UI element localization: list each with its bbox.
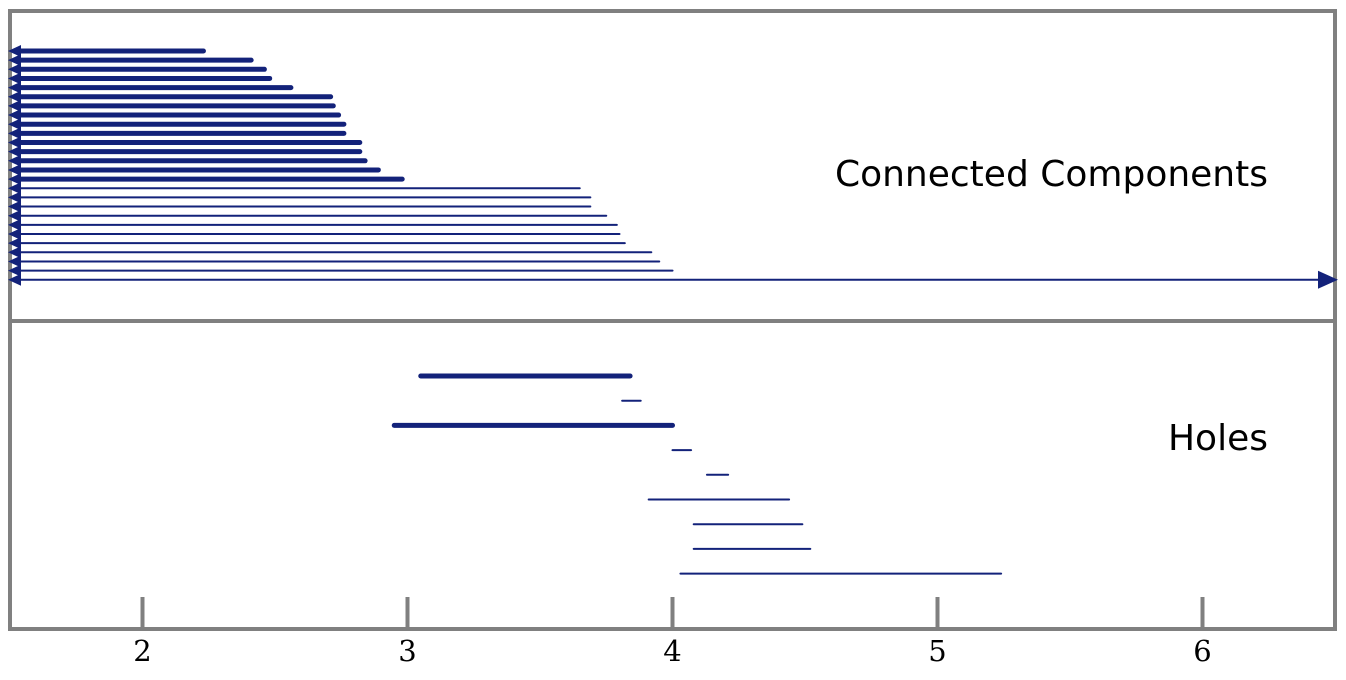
left-arrowhead	[8, 109, 21, 122]
tick-label: 5	[928, 634, 946, 668]
left-arrowhead	[8, 264, 21, 277]
left-arrowhead	[8, 163, 21, 176]
left-arrowhead	[8, 173, 21, 186]
left-arrowhead	[8, 54, 21, 67]
left-arrowhead	[8, 273, 21, 286]
tick-label: 2	[133, 634, 151, 668]
connected-components-label: Connected Components	[835, 154, 1268, 195]
left-arrowhead	[8, 182, 21, 195]
tick-label: 6	[1193, 634, 1211, 668]
left-arrowhead	[8, 127, 21, 140]
left-arrowhead	[8, 118, 21, 131]
left-arrowhead	[8, 237, 21, 250]
x-axis-ticks: 2 3 4 5 6	[133, 597, 1212, 668]
left-arrowhead	[8, 218, 21, 231]
left-arrowhead	[8, 136, 21, 149]
left-arrowhead	[8, 90, 21, 103]
right-arrowhead	[1318, 270, 1338, 289]
holes-label: Holes	[1168, 418, 1268, 459]
left-arrowhead	[8, 99, 21, 112]
left-arrowhead	[8, 145, 21, 158]
left-arrowhead	[8, 200, 21, 213]
left-arrowhead	[8, 63, 21, 76]
tick-label: 3	[398, 634, 416, 668]
left-arrowhead	[8, 154, 21, 167]
left-arrowhead	[8, 81, 21, 94]
left-arrowhead	[8, 228, 21, 240]
left-arrowhead	[8, 45, 21, 57]
holes-bars	[391, 373, 1003, 575]
tick-label: 4	[663, 634, 681, 668]
left-arrowhead	[8, 209, 21, 222]
left-arrowhead	[8, 246, 21, 259]
left-arrowhead	[8, 255, 21, 268]
connected-components-bars	[8, 45, 1338, 289]
left-arrowhead	[8, 191, 21, 204]
left-arrowhead	[8, 72, 21, 85]
